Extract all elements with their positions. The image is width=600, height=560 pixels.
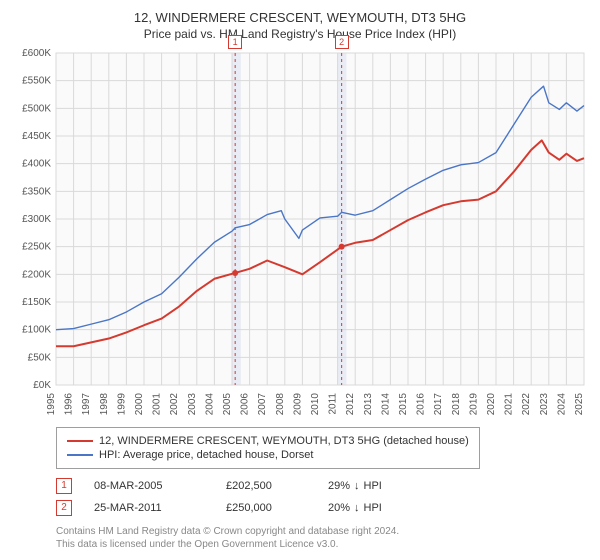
svg-text:2016: 2016 <box>416 393 427 416</box>
marker-date: 25-MAR-2011 <box>94 502 204 514</box>
chart-marker-badge: 2 <box>335 35 349 49</box>
svg-text:2007: 2007 <box>257 393 268 416</box>
svg-text:2021: 2021 <box>504 393 515 416</box>
chart-canvas: £0K £50K £100K £150K £200K £250K £300K £350K £40… <box>10 49 590 419</box>
price-chart: £0K £50K £100K £150K £200K £250K £300K £350K £40… <box>10 49 590 419</box>
footer-line1: Contains HM Land Registry data © Crown c… <box>56 525 590 538</box>
marker-badge: 1 <box>56 478 72 494</box>
marker-diff: 20% ↓ HPI <box>328 502 418 514</box>
page-subtitle: Price paid vs. HM Land Registry's House … <box>10 27 590 41</box>
svg-text:2010: 2010 <box>310 393 321 416</box>
svg-text:£600K: £600K <box>22 49 51 59</box>
legend: 12, WINDERMERE CRESCENT, WEYMOUTH, DT3 5… <box>56 427 480 469</box>
sale-markers: 1 08-MAR-2005 £202,500 29% ↓ HPI 2 25-MAR-201… <box>56 475 590 519</box>
svg-text:2008: 2008 <box>275 393 286 416</box>
sale-marker-row: 1 08-MAR-2005 £202,500 29% ↓ HPI <box>56 475 590 497</box>
svg-text:£300K: £300K <box>22 214 51 225</box>
svg-text:2003: 2003 <box>187 393 198 416</box>
legend-label: HPI: Average price, detached house, Dors… <box>99 449 313 461</box>
svg-text:£100K: £100K <box>22 325 51 336</box>
svg-text:1999: 1999 <box>116 393 127 416</box>
svg-text:2006: 2006 <box>240 393 251 416</box>
sale-marker-row: 2 25-MAR-2011 £250,000 20% ↓ HPI <box>56 497 590 519</box>
svg-text:2014: 2014 <box>380 393 391 416</box>
svg-text:1996: 1996 <box>64 393 75 416</box>
svg-text:£200K: £200K <box>22 269 51 280</box>
svg-text:1997: 1997 <box>81 393 92 416</box>
arrow-down-icon: ↓ <box>354 502 360 514</box>
svg-text:2001: 2001 <box>152 393 163 416</box>
svg-text:2019: 2019 <box>468 393 479 416</box>
svg-text:2024: 2024 <box>556 393 567 416</box>
attribution-footer: Contains HM Land Registry data © Crown c… <box>56 525 590 551</box>
svg-text:£400K: £400K <box>22 159 51 170</box>
svg-text:1995: 1995 <box>46 393 57 416</box>
svg-text:2004: 2004 <box>204 393 215 416</box>
legend-label: 12, WINDERMERE CRESCENT, WEYMOUTH, DT3 5… <box>99 435 469 447</box>
svg-text:£0K: £0K <box>33 380 51 391</box>
footer-line2: This data is licensed under the Open Gov… <box>56 538 590 551</box>
chart-marker-badge: 1 <box>228 35 242 49</box>
svg-text:2000: 2000 <box>134 393 145 416</box>
svg-text:£550K: £550K <box>22 76 51 87</box>
svg-text:2002: 2002 <box>169 393 180 416</box>
svg-text:£150K: £150K <box>22 297 51 308</box>
svg-text:£250K: £250K <box>22 242 51 253</box>
svg-text:2005: 2005 <box>222 393 233 416</box>
svg-text:2022: 2022 <box>521 393 532 416</box>
svg-text:2015: 2015 <box>398 393 409 416</box>
arrow-down-icon: ↓ <box>354 480 360 492</box>
svg-text:2020: 2020 <box>486 393 497 416</box>
svg-text:2023: 2023 <box>539 393 550 416</box>
svg-text:2011: 2011 <box>328 393 339 415</box>
legend-row: 12, WINDERMERE CRESCENT, WEYMOUTH, DT3 5… <box>67 434 469 448</box>
svg-text:2012: 2012 <box>345 393 356 416</box>
legend-row: HPI: Average price, detached house, Dors… <box>67 448 469 462</box>
svg-text:2013: 2013 <box>363 393 374 416</box>
svg-text:2018: 2018 <box>451 393 462 416</box>
marker-date: 08-MAR-2005 <box>94 480 204 492</box>
marker-price: £202,500 <box>226 480 306 492</box>
legend-swatch <box>67 440 93 442</box>
svg-text:1998: 1998 <box>99 393 110 416</box>
page-title: 12, WINDERMERE CRESCENT, WEYMOUTH, DT3 5… <box>10 10 590 25</box>
svg-text:£500K: £500K <box>22 103 51 114</box>
svg-text:£450K: £450K <box>22 131 51 142</box>
svg-text:£50K: £50K <box>28 352 52 363</box>
marker-price: £250,000 <box>226 502 306 514</box>
legend-swatch <box>67 454 93 456</box>
svg-text:2025: 2025 <box>574 393 585 416</box>
svg-text:£350K: £350K <box>22 186 51 197</box>
svg-text:2009: 2009 <box>292 393 303 416</box>
marker-diff: 29% ↓ HPI <box>328 480 418 492</box>
marker-badge: 2 <box>56 500 72 516</box>
svg-text:2017: 2017 <box>433 393 444 416</box>
